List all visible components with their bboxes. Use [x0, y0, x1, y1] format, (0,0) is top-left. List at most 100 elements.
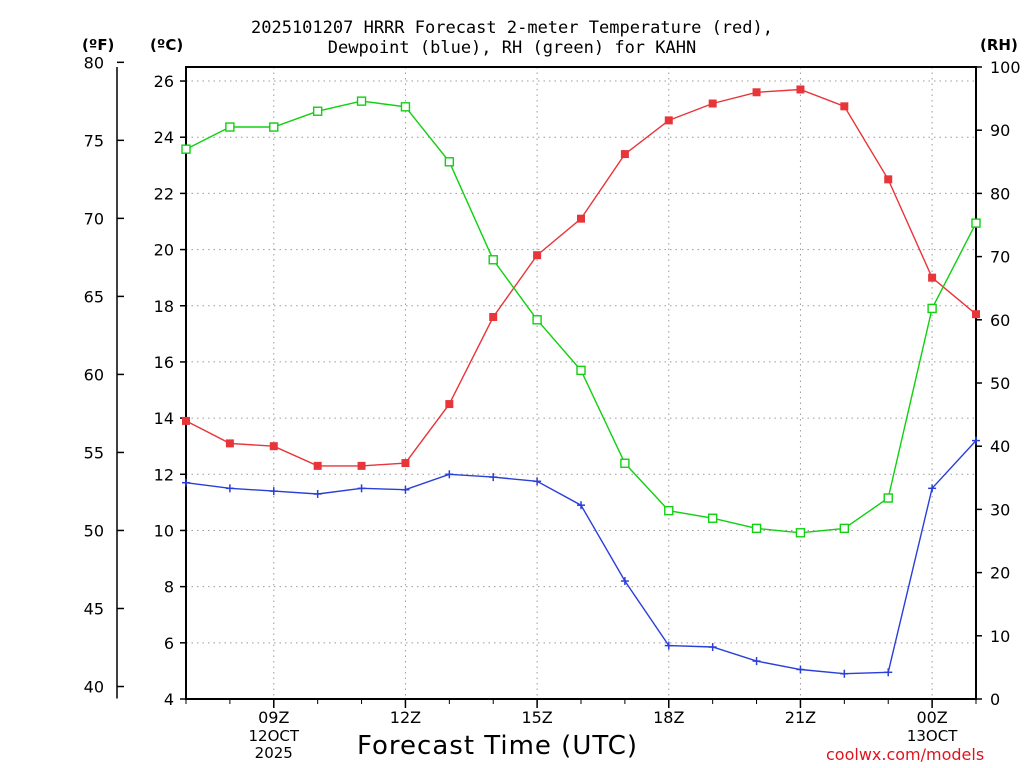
rh-tick-label: 100 [990, 58, 1021, 77]
x-axis-label: Forecast Time (UTC) [357, 731, 639, 761]
fahrenheit-axis-label: (ºF) [82, 36, 115, 54]
temperature-point [928, 273, 937, 282]
temperature-point [182, 416, 190, 425]
axes [116, 66, 977, 700]
dewpoint-point [445, 470, 454, 479]
celsius-tick-label: 10 [154, 521, 174, 540]
rh-point [269, 122, 279, 132]
dewpoint-point [884, 668, 893, 677]
dewpoint-point [620, 577, 629, 586]
dewpoint-point [182, 478, 190, 487]
plot-frame [185, 66, 977, 700]
rh-point [532, 315, 542, 325]
celsius-axis-label: (ºC) [150, 36, 184, 54]
x-tick-label: 15Z [521, 708, 552, 727]
celsius-tick-label: 4 [164, 690, 174, 709]
dewpoint-point [577, 501, 585, 510]
x-tick-label: 18Z [653, 708, 684, 727]
celsius-tick-label: 22 [154, 184, 174, 203]
rh-tick-label: 60 [990, 311, 1010, 330]
rh-point [664, 505, 674, 516]
dewpoint-point [533, 477, 542, 486]
dewpoint-point [225, 484, 234, 493]
dewpoint-point [840, 669, 849, 678]
rh-point [883, 493, 893, 503]
fahrenheit-tick-label: 40 [84, 678, 104, 697]
dewpoint-point [401, 485, 410, 494]
x-tick-label: 00Z [916, 708, 947, 727]
rh-point [488, 255, 498, 265]
temperature-point [445, 400, 454, 409]
rh-point [225, 122, 235, 132]
x-tick-label: 12Z [390, 708, 421, 727]
x-tick-label: 09Z [258, 708, 289, 727]
temperature-point [796, 85, 805, 94]
celsius-tick-label: 18 [154, 297, 174, 316]
chart-title-line2: Dewpoint (blue), RH (green) for KAHN [327, 38, 697, 58]
fahrenheit-tick-label: 65 [84, 287, 104, 306]
celsius-tick-label: 20 [154, 241, 174, 260]
grid [186, 67, 976, 700]
temperature-point [401, 459, 410, 468]
temperature-point [708, 99, 717, 108]
temperature-point [269, 442, 278, 451]
rh-tick-label: 20 [990, 564, 1010, 583]
dewpoint-point [752, 657, 761, 666]
temperature-point [577, 214, 585, 223]
rh-point [181, 144, 191, 154]
rh-point [707, 513, 718, 523]
rh-tick-label: 70 [990, 248, 1010, 267]
fahrenheit-tick-label: 45 [84, 599, 104, 618]
celsius-tick-label: 24 [154, 128, 174, 147]
dewpoint-point [313, 489, 322, 498]
series-line-rh [185, 100, 977, 534]
rh-point [400, 102, 411, 112]
watermark: coolwx.com/models [826, 745, 985, 764]
ticks: 4 6 8 10 12 14 16 18 20 22 24 26 40 45 50 55 60 65 70 75 80 0… [84, 53, 1021, 762]
fahrenheit-tick-label: 55 [84, 443, 104, 462]
rh-point [444, 157, 455, 167]
series-line-dewpoint [185, 440, 977, 675]
temperature-point [357, 461, 366, 470]
rh-point [751, 523, 762, 534]
date-label: 12OCT [249, 727, 300, 745]
dewpoint-point [269, 487, 278, 496]
rh-point [927, 303, 937, 314]
rh-tick-label: 80 [990, 184, 1010, 203]
x-tick-label: 21Z [785, 708, 816, 727]
temperature-point [664, 116, 673, 125]
rh-point [971, 218, 981, 228]
series [181, 85, 981, 678]
temperature-point [840, 102, 849, 111]
temperature-point [225, 439, 234, 448]
rh-point [356, 96, 367, 106]
temperature-point [752, 88, 761, 97]
celsius-tick-label: 6 [164, 634, 174, 653]
temperature-point [313, 461, 322, 470]
fahrenheit-tick-label: 60 [84, 365, 104, 384]
rh-point [795, 528, 806, 538]
rh-tick-label: 30 [990, 500, 1010, 519]
rh-tick-label: 50 [990, 374, 1010, 393]
temperature-point [972, 310, 980, 319]
rh-point [839, 523, 850, 534]
dewpoint-point [972, 436, 980, 445]
fahrenheit-tick-label: 80 [84, 53, 104, 72]
celsius-tick-label: 12 [154, 465, 174, 484]
dewpoint-point [708, 643, 717, 652]
rh-point [312, 106, 323, 116]
rh-point [620, 458, 630, 468]
fahrenheit-tick-label: 75 [84, 131, 104, 150]
rh-point [576, 365, 586, 376]
fahrenheit-tick-label: 50 [84, 521, 104, 540]
chart-title-line1: 2025101207 HRRR Forecast 2-meter Tempera… [251, 18, 773, 38]
temperature-point [489, 312, 498, 321]
dewpoint-point [489, 473, 498, 482]
dewpoint-point [664, 641, 673, 650]
dewpoint-point [357, 484, 366, 493]
celsius-tick-label: 26 [154, 72, 174, 91]
temperature-point [884, 175, 893, 184]
celsius-tick-label: 14 [154, 409, 174, 428]
rh-axis-label: (RH) [980, 36, 1018, 54]
